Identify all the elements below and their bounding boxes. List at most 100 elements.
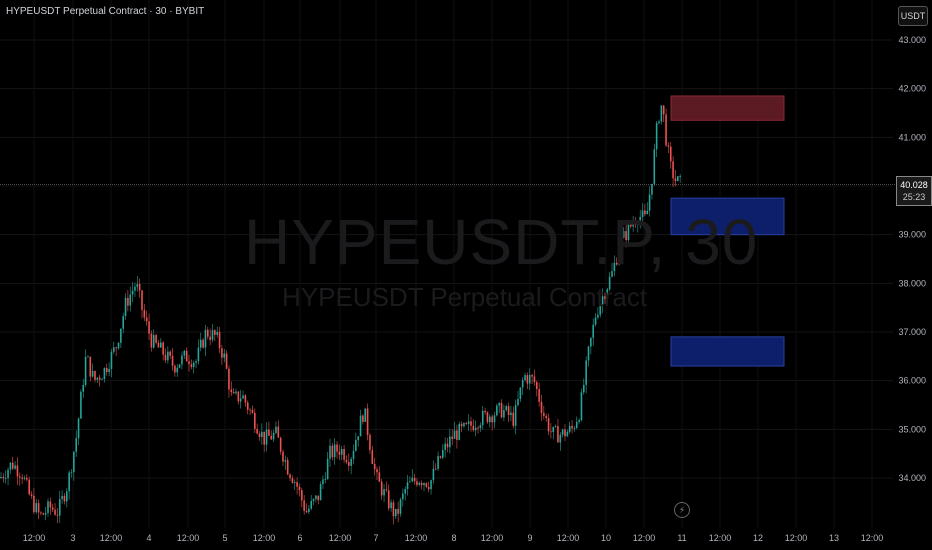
candle-body — [590, 337, 592, 347]
candle-body — [477, 427, 479, 429]
candle-body — [317, 495, 320, 501]
candle-body — [486, 412, 489, 423]
candle-body — [552, 426, 555, 433]
candle-body — [150, 333, 153, 348]
candle-body — [601, 296, 604, 305]
candle-body — [115, 347, 117, 349]
candle-body — [185, 350, 188, 362]
x-tick-label: 12:00 — [253, 533, 276, 543]
candle-body — [301, 490, 303, 501]
candle-body — [564, 429, 566, 437]
candle-body — [195, 361, 197, 363]
candle-body — [651, 183, 653, 195]
x-tick-label: 12:00 — [177, 533, 200, 543]
candle-body — [199, 339, 202, 348]
candle-body — [472, 425, 475, 431]
candle-body — [4, 478, 7, 480]
candle-body — [113, 347, 115, 352]
candle-body — [493, 415, 496, 423]
candle-body — [101, 379, 103, 380]
symbol-watermark: HYPEUSDT.P, 30 — [244, 206, 759, 278]
candle-body — [458, 423, 461, 440]
candle-body — [98, 377, 101, 380]
candle-body — [350, 458, 352, 466]
candle-body — [293, 482, 296, 483]
candle-body — [145, 317, 148, 322]
candle-body — [444, 443, 446, 451]
lightning-icon[interactable]: ⚡ — [674, 502, 690, 518]
candle-body — [51, 507, 54, 510]
candle-body — [359, 415, 362, 437]
candle-body — [392, 502, 395, 517]
candle-body — [216, 331, 218, 335]
candle-body — [406, 482, 409, 490]
candle-body — [270, 435, 273, 440]
candle-body — [84, 356, 87, 385]
candle-body — [672, 161, 674, 179]
candle-body — [641, 210, 644, 217]
candle-body — [395, 508, 397, 517]
y-tick-label: 38.000 — [898, 278, 926, 288]
candle-body — [578, 420, 580, 422]
x-tick-label: 10 — [601, 533, 611, 543]
candle-body — [68, 472, 70, 492]
candle-body — [160, 342, 162, 348]
candle-body — [289, 474, 291, 479]
candle-body — [533, 376, 536, 383]
candle-body — [56, 514, 59, 516]
candle-body — [545, 415, 547, 419]
candle-body — [465, 423, 468, 424]
candle-body — [37, 503, 40, 513]
candle-body — [345, 459, 348, 463]
candle-body — [561, 429, 564, 435]
candle-body — [333, 444, 336, 458]
candle-body — [202, 339, 204, 348]
candle-body — [362, 415, 364, 422]
candle-body — [73, 451, 75, 473]
candle-body — [75, 438, 77, 452]
candle-body — [340, 448, 343, 455]
candle-body — [21, 477, 23, 479]
y-tick-label: 42.000 — [898, 84, 926, 94]
candle-body — [411, 477, 414, 482]
candle-body — [526, 375, 529, 384]
x-tick-label: 12 — [753, 533, 763, 543]
candle-body — [536, 382, 538, 390]
candle-body — [26, 477, 28, 480]
candle-body — [585, 360, 587, 385]
candle-body — [14, 465, 16, 469]
candle-body — [467, 421, 470, 424]
candle-body — [611, 271, 613, 277]
candle-body — [677, 176, 679, 182]
candle-body — [282, 451, 284, 462]
candle-body — [298, 486, 301, 491]
candle-body — [122, 316, 124, 329]
candle-body — [272, 432, 275, 440]
candle-body — [599, 304, 602, 315]
candle-body — [371, 450, 374, 464]
candle-body — [679, 176, 681, 177]
candle-body — [385, 489, 388, 491]
candle-body — [653, 149, 656, 184]
x-tick-label: 9 — [527, 533, 532, 543]
x-tick-label: 12:00 — [709, 533, 732, 543]
candle-body — [507, 406, 510, 416]
currency-unit-button[interactable]: USDT — [898, 6, 928, 26]
x-tick-label: 13 — [829, 533, 839, 543]
x-tick-label: 7 — [373, 533, 378, 543]
chart-grid — [0, 0, 893, 528]
candle-body — [265, 429, 268, 445]
x-tick-label: 3 — [70, 533, 75, 543]
candle-body — [528, 375, 531, 384]
demand-zone — [670, 197, 785, 236]
candle-body — [427, 486, 430, 490]
y-tick-label: 41.000 — [898, 132, 926, 142]
y-tick-label: 36.000 — [898, 376, 926, 386]
candle-body — [397, 508, 399, 514]
candle-body — [667, 145, 670, 147]
candle-body — [127, 297, 129, 306]
candle-body — [87, 356, 89, 358]
candle-body — [380, 481, 383, 496]
candle-body — [117, 342, 120, 349]
